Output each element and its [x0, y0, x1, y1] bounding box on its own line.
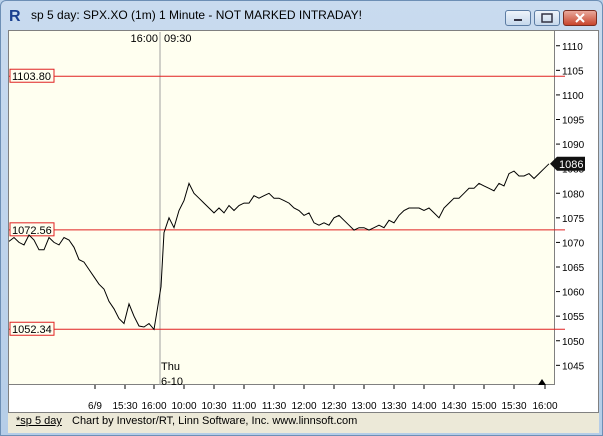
price-level-box — [9, 321, 55, 336]
price-level-label: 1103.80 — [12, 71, 51, 83]
x-tick-label: 16:00 — [532, 401, 557, 412]
last-price-label: 1086 — [559, 159, 583, 171]
close-button[interactable] — [563, 10, 597, 26]
price-level-label: 1072.56 — [12, 225, 52, 237]
y-tick-label: 1090 — [562, 140, 585, 151]
minimize-icon — [514, 19, 522, 21]
x-tick-label: 15:30 — [501, 401, 526, 412]
close-icon — [575, 13, 585, 23]
maximize-button[interactable] — [534, 10, 560, 26]
x-tick-label: 16:00 — [141, 401, 166, 412]
x-tick-label: 11:00 — [232, 401, 257, 412]
y-tick-label: 1070 — [562, 238, 585, 249]
y-tick-label: 1055 — [562, 312, 585, 323]
x-tick-label: 13:00 — [351, 401, 376, 412]
y-tick-label: 1080 — [562, 189, 585, 200]
y-tick-label: 1065 — [562, 263, 585, 274]
status-bar: *sp 5 day Chart by Investor/RT, Linn Sof… — [8, 413, 599, 433]
session-date-label: 6-10 — [161, 376, 183, 388]
y-tick-label: 1100 — [562, 91, 584, 102]
price-chart: 16:00 09:30 Thu 6-10 1103.80 1072.56 1052.34 10… — [8, 32, 585, 412]
price-axis[interactable] — [555, 30, 599, 385]
minimize-button[interactable] — [505, 10, 531, 26]
x-tick-label: 15:00 — [471, 401, 496, 412]
time-axis[interactable] — [8, 385, 599, 413]
title-bar[interactable]: R sp 5 day: SPX.XO (1m) 1 Minute - NOT M… — [1, 1, 602, 29]
x-tick-label: 15:30 — [112, 401, 137, 412]
window-title: sp 5 day: SPX.XO (1m) 1 Minute - NOT MAR… — [31, 8, 362, 22]
last-price-marker — [550, 156, 585, 171]
x-tick-label: 10:00 — [171, 401, 196, 412]
x-tick-label: 12:30 — [321, 401, 346, 412]
price-series-line — [8, 163, 550, 331]
status-credit-text: Chart by Investor/RT, Linn Software, Inc… — [72, 415, 358, 427]
y-tick-label: 1060 — [562, 288, 585, 299]
x-tick-label: 11:30 — [262, 401, 287, 412]
time-cursor-icon — [538, 379, 546, 385]
app-logo-icon: R — [9, 8, 21, 24]
price-level-label: 1052.34 — [12, 324, 52, 336]
session-open-time-label: 09:30 — [164, 33, 192, 45]
y-tick-label: 1075 — [562, 214, 585, 225]
y-tick-label: 1050 — [562, 337, 585, 348]
x-tick-label: 14:30 — [441, 401, 466, 412]
y-tick-label: 1105 — [562, 66, 584, 77]
session-day-label: Thu — [161, 361, 180, 373]
price-level-box — [9, 68, 55, 83]
y-tick-label: 1110 — [562, 42, 583, 53]
x-tick-label: 14:00 — [411, 401, 436, 412]
x-tick-label: 12:00 — [291, 401, 316, 412]
maximize-icon — [541, 13, 553, 23]
price-level-box — [9, 222, 55, 237]
x-tick-label: 13:30 — [381, 401, 406, 412]
y-tick-label: 1045 — [562, 361, 585, 372]
chart-plot-area[interactable] — [8, 30, 555, 385]
y-tick-label: 1095 — [562, 116, 585, 127]
session-close-time-label: 16:00 — [130, 33, 158, 45]
x-tick-label: 6/9 — [88, 401, 102, 412]
svg-text:R: R — [9, 8, 21, 24]
chart-tab-link[interactable]: *sp 5 day — [16, 415, 62, 427]
x-tick-label: 10:30 — [201, 401, 226, 412]
